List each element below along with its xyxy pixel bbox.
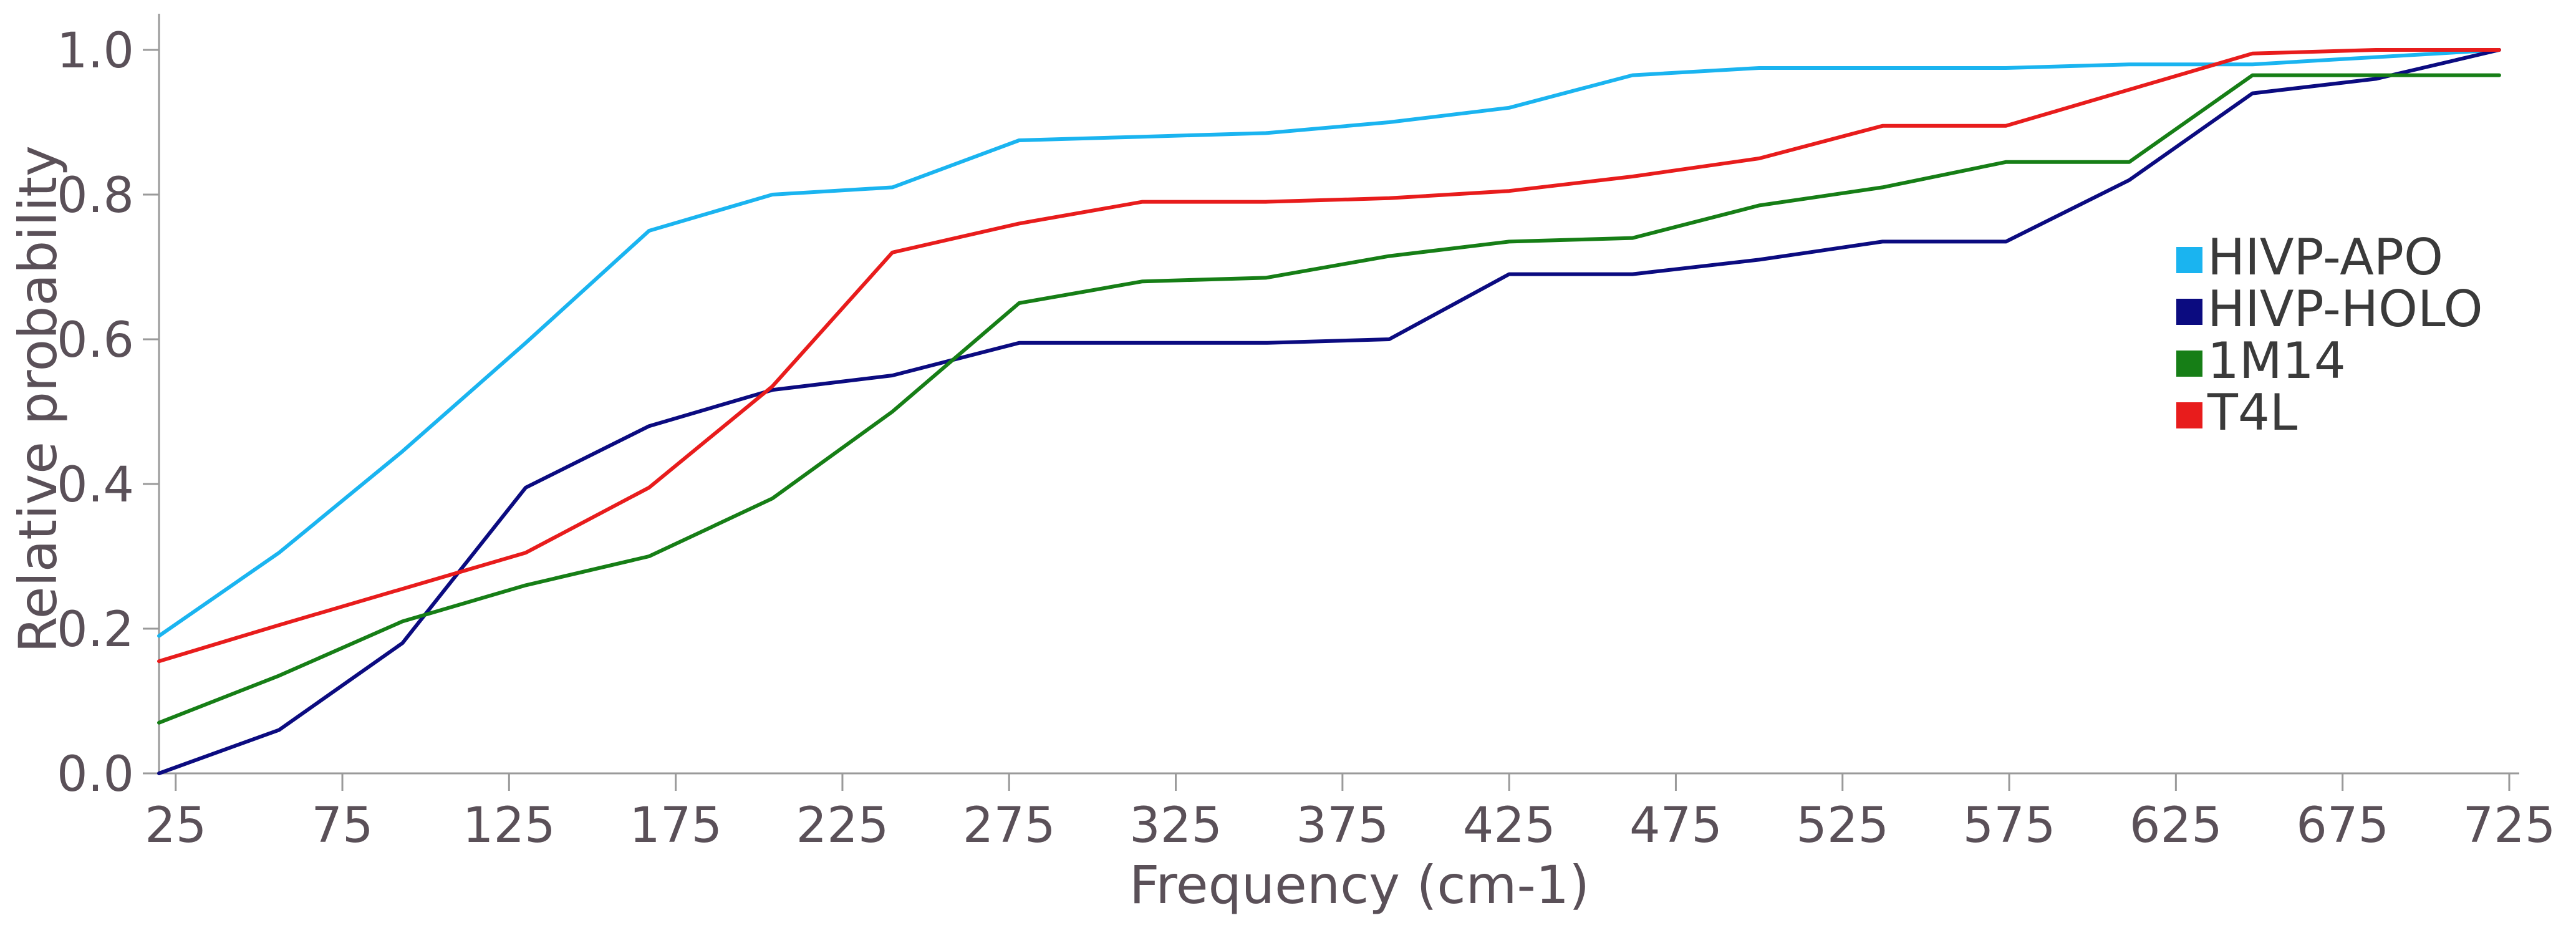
x-tick-label: 175 — [629, 798, 722, 854]
x-tick-label: 725 — [2463, 798, 2556, 854]
x-tick-label: 425 — [1463, 798, 1556, 854]
series-line-1m14 — [157, 73, 2501, 725]
y-tick-label: 0.4 — [57, 457, 134, 513]
x-tick-label: 675 — [2296, 798, 2389, 854]
x-tick-label: 575 — [1963, 798, 2056, 854]
y-tick-label: 0.6 — [57, 312, 134, 369]
x-tick-label: 475 — [1629, 798, 1722, 854]
x-tick-label: 125 — [463, 798, 556, 854]
legend-label: HIVP-HOLO — [2207, 280, 2483, 338]
y-tick-label: 1.0 — [57, 23, 134, 79]
legend-swatch — [2176, 247, 2202, 273]
y-tick-label: 0.8 — [57, 168, 134, 224]
x-tick-label: 325 — [1129, 798, 1222, 854]
legend-swatch — [2176, 351, 2202, 377]
legend-swatch — [2176, 299, 2202, 325]
x-tick-label: 625 — [2130, 798, 2222, 854]
y-axis-title: Relative probability — [7, 145, 69, 653]
series-line-hivp-apo — [157, 48, 2501, 638]
x-tick-label: 275 — [963, 798, 1056, 854]
legend-label: T4L — [2207, 384, 2298, 442]
y-tick-label: 0.2 — [57, 602, 134, 658]
legend-swatch — [2176, 402, 2202, 428]
x-tick-label: 75 — [311, 798, 373, 854]
series-line-hivp-holo — [157, 48, 2501, 775]
x-tick-label: 25 — [145, 798, 206, 854]
series-line-t4l — [157, 48, 2501, 664]
axes: 25 75 125 175 225 275 325 375 425 475 525 575 625 675… — [57, 14, 2555, 854]
x-tick-label: 525 — [1796, 798, 1889, 854]
series-layer — [157, 48, 2501, 775]
y-tick-label: 0.0 — [57, 747, 134, 803]
x-tick-label: 225 — [796, 798, 889, 854]
legend-label: 1M14 — [2207, 332, 2346, 390]
x-tick-label: 375 — [1296, 798, 1389, 854]
x-axis-title: Frequency (cm-1) — [1129, 854, 1589, 916]
legend-label: HIVP-APO — [2207, 228, 2443, 286]
